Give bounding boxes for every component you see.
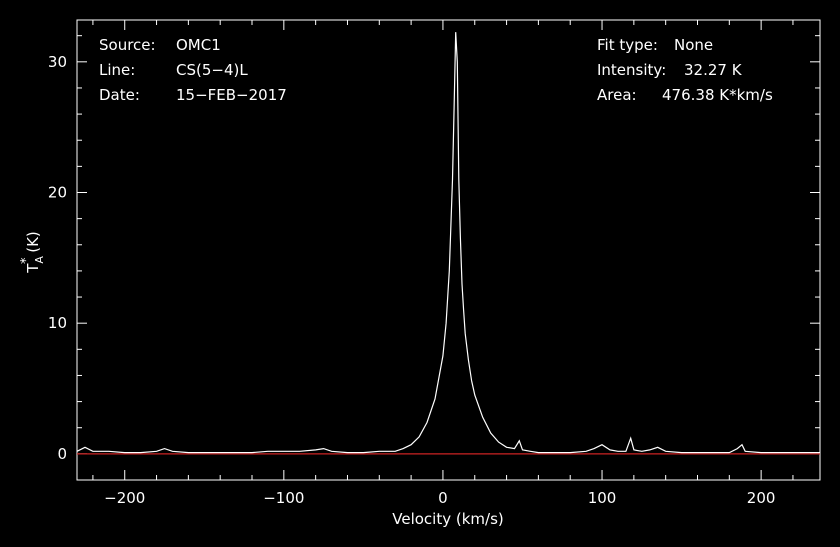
x-tick-label: −200	[104, 489, 145, 507]
y-tick-label: 30	[48, 53, 67, 71]
y-axis-label-base: T	[24, 263, 42, 274]
y-tick-label: 0	[57, 445, 67, 463]
area-value: 476.38 K*km/s	[662, 86, 773, 104]
source-value: OMC1	[176, 36, 221, 54]
y-axis-label-sup: *	[19, 257, 34, 264]
date-label: Date:	[99, 86, 140, 104]
x-tick-label: 200	[747, 489, 776, 507]
source-label: Source:	[99, 36, 156, 54]
x-tick-label: 100	[588, 489, 617, 507]
y-tick-label: 10	[48, 314, 67, 332]
spectrum-line	[76, 32, 820, 454]
fit-type-label: Fit type:	[597, 36, 658, 54]
fit-type-value: None	[674, 36, 713, 54]
x-tick-label: 0	[438, 489, 448, 507]
date-value: 15−FEB−2017	[176, 86, 287, 104]
intensity-label: Intensity:	[597, 61, 666, 79]
y-axis-label-unit: (K)	[24, 231, 42, 257]
area-label: Area:	[597, 86, 637, 104]
plot-frame	[76, 19, 821, 481]
svg-text:TA* (K): TA* (K)	[19, 231, 46, 274]
line-label: Line:	[99, 61, 135, 79]
x-axis-label: Velocity (km/s)	[392, 510, 503, 528]
line-value: CS(5−4)L	[176, 61, 248, 79]
intensity-value: 32.27 K	[684, 61, 743, 79]
y-axis-label-sub: A	[33, 256, 46, 264]
x-tick-label: −100	[263, 489, 304, 507]
y-tick-label: 20	[48, 184, 67, 202]
y-axis-label: TA* (K)	[19, 231, 46, 274]
